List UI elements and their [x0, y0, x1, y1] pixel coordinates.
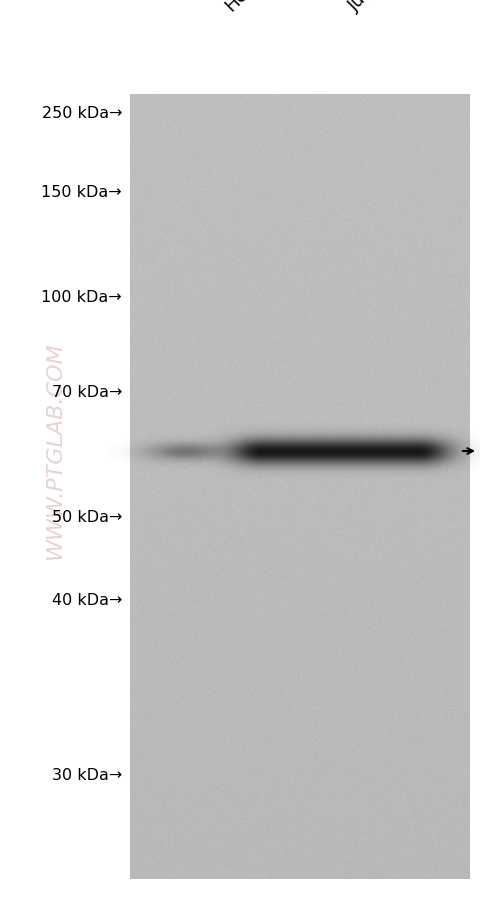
Text: 150 kDa→: 150 kDa→ [41, 185, 122, 200]
Text: 250 kDa→: 250 kDa→ [41, 106, 122, 120]
Text: HepG2: HepG2 [222, 0, 278, 15]
Text: 30 kDa→: 30 kDa→ [52, 768, 122, 783]
Text: Jurkat: Jurkat [345, 0, 395, 15]
Text: 50 kDa→: 50 kDa→ [52, 510, 122, 525]
Text: 100 kDa→: 100 kDa→ [41, 290, 122, 305]
Text: WWW.PTGLAB.COM: WWW.PTGLAB.COM [45, 341, 65, 558]
Text: 70 kDa→: 70 kDa→ [52, 385, 122, 400]
Text: 40 kDa→: 40 kDa→ [52, 593, 122, 608]
